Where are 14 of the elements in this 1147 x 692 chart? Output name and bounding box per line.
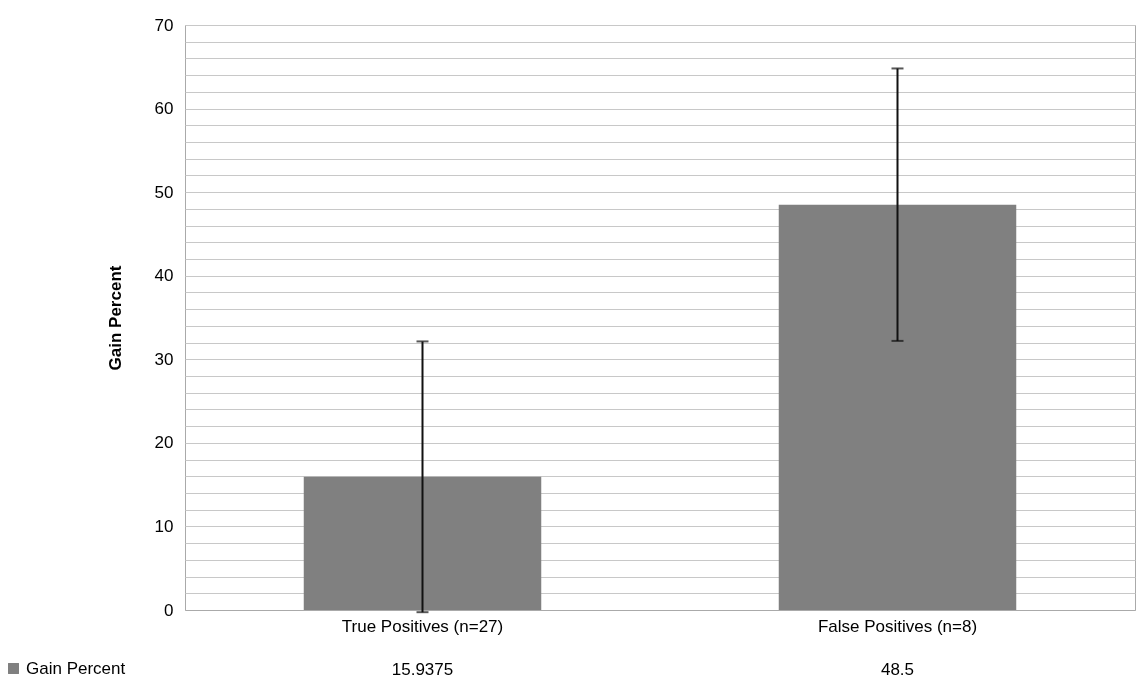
x-tick-label: True Positives (n=27) [341,616,504,636]
y-tick-label: 40 [154,266,174,286]
y-tick-label: 70 [154,15,174,35]
x-tick-label: False Positives (n=8) [817,616,978,636]
y-tick-label: 30 [154,349,174,369]
y-tick-label: 10 [154,516,174,536]
y-tick-label: 60 [154,99,174,119]
y-tick-label: 50 [154,182,174,202]
y-axis-title: Gain Percent [105,265,125,371]
data-label: 15.9375 [391,660,454,679]
y-tick-label: 20 [154,433,174,453]
data-label: 48.5 [880,660,915,679]
legend-label: Gain Percent [26,658,126,678]
y-tick-label: 0 [164,600,174,620]
